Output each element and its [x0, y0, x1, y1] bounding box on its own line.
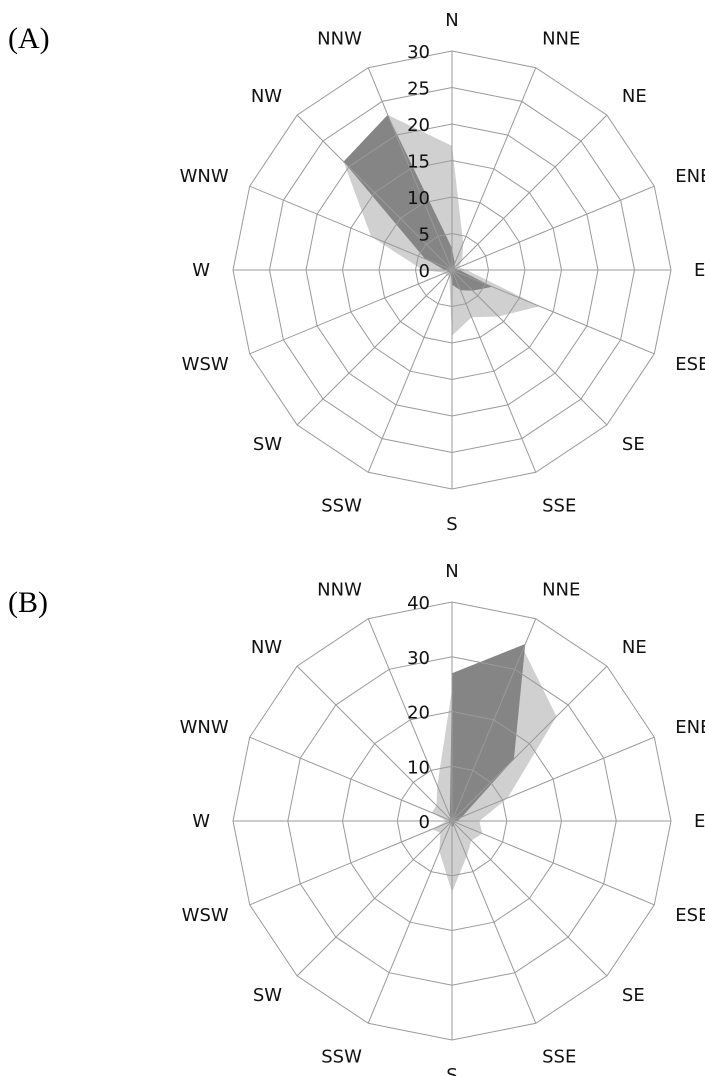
direction-label-nne: NNE: [542, 580, 580, 601]
direction-label-s: S: [446, 1065, 457, 1076]
grid-spoke: [451, 269, 608, 426]
direction-label-ssw: SSW: [321, 1046, 362, 1067]
direction-label-wnw: WNW: [180, 717, 229, 738]
tick-label: 10: [407, 757, 430, 778]
tick-label: 10: [407, 188, 430, 209]
panel-label: (A): [8, 22, 50, 55]
direction-label-sse: SSE: [542, 495, 576, 516]
direction-label-e: E: [694, 260, 705, 281]
direction-label-se: SE: [622, 434, 645, 455]
grid-spoke: [249, 269, 453, 355]
direction-label-wsw: WSW: [182, 354, 229, 375]
series-2-area: [343, 114, 493, 291]
direction-label-s: S: [446, 514, 457, 535]
direction-label-nnw: NNW: [317, 580, 362, 601]
grid-spoke: [296, 820, 453, 977]
tick-label: 5: [419, 225, 430, 246]
grid-spoke: [296, 665, 453, 822]
grid-spoke: [451, 114, 608, 271]
tick-label: 25: [407, 79, 430, 100]
grid-spoke: [451, 820, 655, 906]
direction-label-sw: SW: [253, 985, 282, 1006]
tick-label: 30: [407, 42, 430, 63]
direction-label-n: N: [445, 561, 458, 582]
direction-label-nnw: NNW: [317, 29, 362, 50]
grid-spoke: [451, 269, 537, 473]
direction-label-ese: ESE: [675, 905, 705, 926]
direction-label-ese: ESE: [675, 354, 705, 375]
direction-label-ene: ENE: [675, 166, 705, 187]
direction-label-ne: NE: [622, 86, 647, 107]
direction-label-ne: NE: [622, 637, 647, 658]
direction-label-n: N: [445, 10, 458, 31]
tick-label: 20: [407, 115, 430, 136]
grid-spoke: [367, 67, 453, 271]
direction-label-nw: NW: [251, 86, 282, 107]
tick-label: 20: [407, 703, 430, 724]
tick-label: 30: [407, 648, 430, 669]
grid-spoke: [249, 736, 453, 822]
wind-rose-b: (B) 0 10 20 30 40 N NNE NE ENE E ESE SE SSE S SSW SW WSW W…: [8, 561, 705, 1076]
direction-label-nne: NNE: [542, 29, 580, 50]
direction-label-sw: SW: [253, 434, 282, 455]
direction-label-se: SE: [622, 985, 645, 1006]
grid-spoke: [451, 269, 655, 355]
grid-spoke: [451, 185, 655, 271]
grid-spoke: [451, 618, 537, 822]
grid-spoke: [451, 67, 537, 271]
direction-label-w: W: [192, 260, 210, 281]
grid-spoke: [451, 665, 608, 822]
wind-rose-a: (A) 0 5 10 15 20 25 30 N NNE NE ENE E ESE SE SSE S SSW SW W…: [8, 10, 705, 535]
grid-spoke: [296, 269, 453, 426]
grid-spoke: [367, 269, 453, 473]
grid-spoke: [367, 618, 453, 822]
direction-label-ene: ENE: [675, 717, 705, 738]
grid-spoke: [249, 820, 453, 906]
tick-label: 0: [419, 812, 430, 833]
grid-spoke: [249, 185, 453, 271]
direction-label-e: E: [694, 811, 705, 832]
grid-spoke: [451, 736, 655, 822]
tick-label: 0: [419, 261, 430, 282]
grid-spoke: [296, 114, 453, 271]
direction-label-ssw: SSW: [321, 495, 362, 516]
direction-label-nw: NW: [251, 637, 282, 658]
grid-spoke: [367, 820, 453, 1024]
grid-spoke: [451, 820, 608, 977]
direction-label-sse: SSE: [542, 1046, 576, 1067]
direction-label-w: W: [192, 811, 210, 832]
grid-spoke: [451, 820, 537, 1024]
tick-label: 15: [407, 152, 430, 173]
panel-label: (B): [8, 586, 48, 619]
direction-label-wnw: WNW: [180, 166, 229, 187]
tick-label: 40: [407, 593, 430, 614]
direction-label-wsw: WSW: [182, 905, 229, 926]
